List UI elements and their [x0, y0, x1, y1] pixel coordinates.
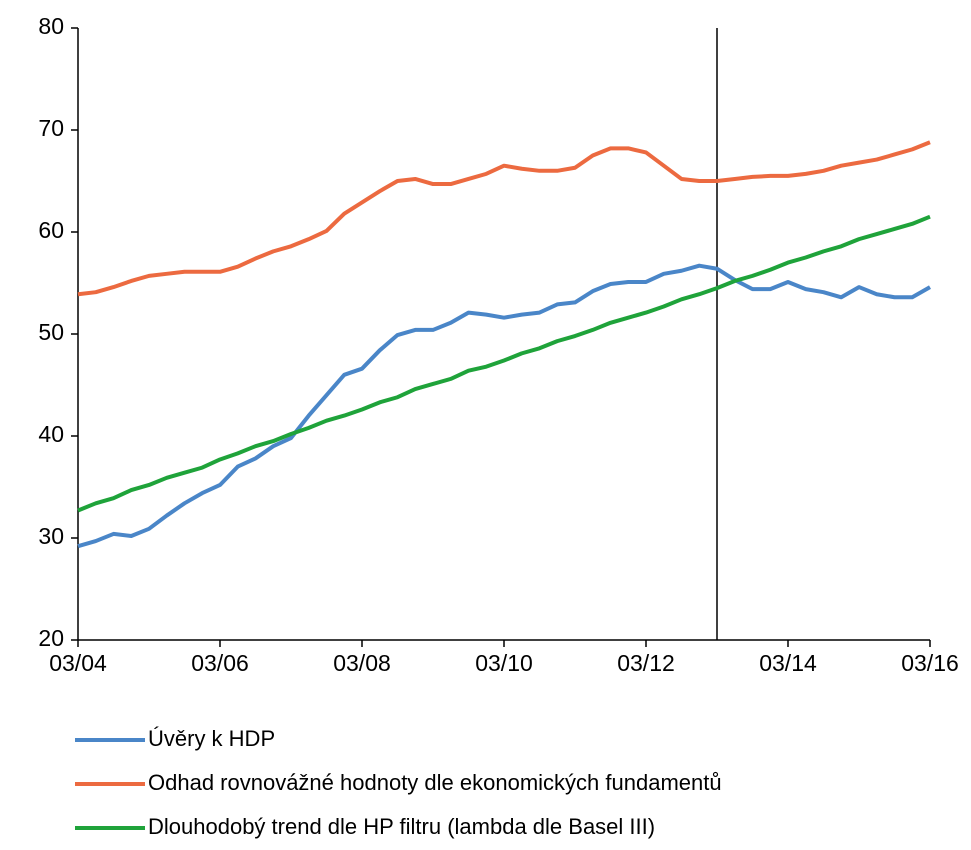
y-tick-label: 70 [38, 115, 64, 141]
x-tick-label: 03/14 [759, 650, 817, 676]
legend-label: Odhad rovnovážné hodnoty dle ekonomickýc… [148, 770, 722, 795]
y-tick-label: 80 [38, 13, 64, 39]
y-tick-label: 30 [38, 523, 64, 549]
x-tick-label: 03/06 [191, 650, 249, 676]
x-tick-label: 03/08 [333, 650, 391, 676]
x-tick-label: 03/16 [901, 650, 959, 676]
legend-label: Úvěry k HDP [148, 726, 275, 751]
x-tick-label: 03/04 [49, 650, 107, 676]
series-line [77, 263, 931, 549]
y-tick-label: 20 [38, 625, 64, 651]
series-line [77, 214, 931, 513]
series-line [77, 140, 931, 297]
x-tick-label: 03/12 [617, 650, 675, 676]
y-tick-label: 50 [38, 319, 64, 345]
y-tick-label: 60 [38, 217, 64, 243]
y-tick-label: 40 [38, 421, 64, 447]
x-tick-label: 03/10 [475, 650, 533, 676]
legend-label: Dlouhodobý trend dle HP filtru (lambda d… [148, 814, 655, 839]
